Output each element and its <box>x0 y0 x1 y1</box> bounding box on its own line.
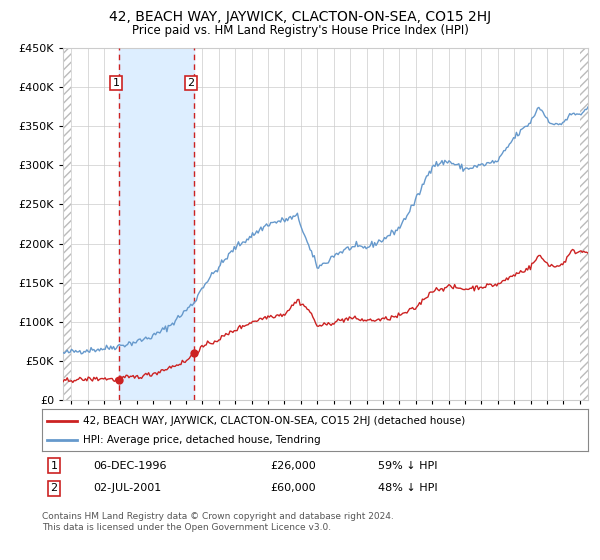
Text: 59% ↓ HPI: 59% ↓ HPI <box>378 461 437 471</box>
Text: Contains HM Land Registry data © Crown copyright and database right 2024.
This d: Contains HM Land Registry data © Crown c… <box>42 512 394 532</box>
Text: £26,000: £26,000 <box>270 461 316 471</box>
Text: 2: 2 <box>50 483 58 493</box>
Text: 06-DEC-1996: 06-DEC-1996 <box>93 461 167 471</box>
Text: 42, BEACH WAY, JAYWICK, CLACTON-ON-SEA, CO15 2HJ: 42, BEACH WAY, JAYWICK, CLACTON-ON-SEA, … <box>109 10 491 24</box>
Text: 02-JUL-2001: 02-JUL-2001 <box>93 483 161 493</box>
Text: HPI: Average price, detached house, Tendring: HPI: Average price, detached house, Tend… <box>83 435 320 445</box>
Text: 48% ↓ HPI: 48% ↓ HPI <box>378 483 437 493</box>
Text: 2: 2 <box>187 78 194 88</box>
Bar <box>119 48 194 400</box>
Text: Price paid vs. HM Land Registry's House Price Index (HPI): Price paid vs. HM Land Registry's House … <box>131 24 469 37</box>
Text: 1: 1 <box>112 78 119 88</box>
Bar <box>63 48 71 400</box>
Text: 1: 1 <box>50 461 58 471</box>
Text: £60,000: £60,000 <box>270 483 316 493</box>
Bar <box>580 48 588 400</box>
Text: 42, BEACH WAY, JAYWICK, CLACTON-ON-SEA, CO15 2HJ (detached house): 42, BEACH WAY, JAYWICK, CLACTON-ON-SEA, … <box>83 416 465 426</box>
